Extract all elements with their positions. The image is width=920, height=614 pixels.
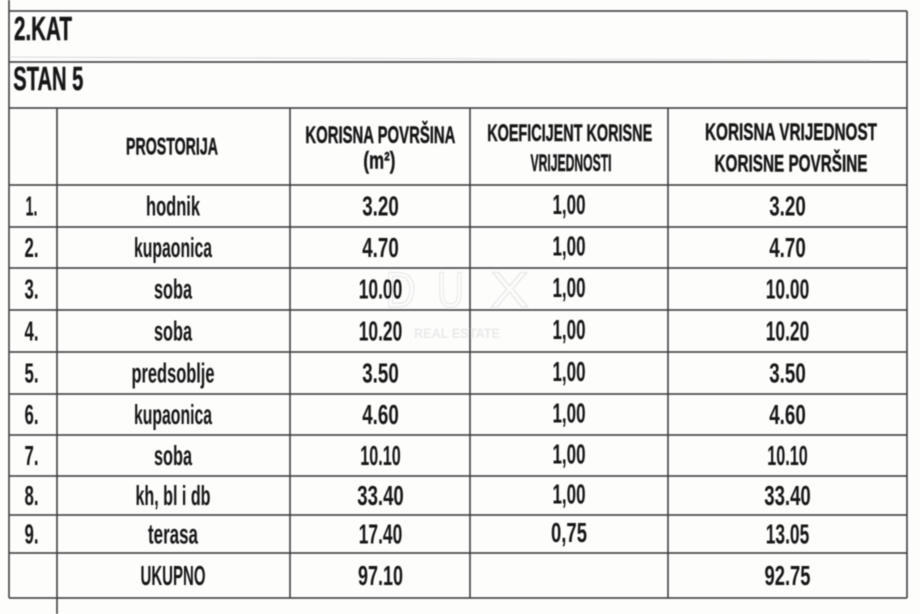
svg-text:5.: 5.	[25, 358, 39, 389]
svg-text:7.: 7.	[25, 440, 39, 471]
svg-text:1,00: 1,00	[553, 272, 586, 303]
svg-text:10.10: 10.10	[360, 440, 401, 471]
svg-text:1,00: 1,00	[553, 356, 586, 387]
svg-text:hodnik: hodnik	[146, 191, 200, 222]
svg-text:1,00: 1,00	[553, 314, 586, 345]
svg-text:soba: soba	[154, 274, 192, 305]
svg-text:3.20: 3.20	[362, 191, 399, 222]
svg-text:(m²): (m²)	[363, 148, 395, 175]
svg-text:1.: 1.	[26, 191, 38, 222]
svg-text:KORISNA POVRŠINA: KORISNA POVRŠINA	[305, 121, 455, 149]
svg-text:6.: 6.	[25, 399, 39, 430]
svg-text:predsoblje: predsoblje	[132, 358, 215, 389]
svg-text:1,00: 1,00	[553, 398, 586, 429]
svg-text:3.: 3.	[25, 274, 39, 305]
svg-text:kupaonica: kupaonica	[134, 232, 212, 263]
svg-text:3.50: 3.50	[769, 358, 806, 389]
svg-text:10.10: 10.10	[767, 440, 808, 471]
svg-text:D: D	[385, 262, 416, 318]
svg-text:1,00: 1,00	[553, 479, 586, 510]
svg-text:1,00: 1,00	[553, 439, 586, 470]
svg-text:4.60: 4.60	[362, 399, 399, 430]
svg-text:92.75: 92.75	[765, 560, 811, 591]
svg-text:3.20: 3.20	[769, 191, 806, 222]
svg-text:KOEFICIJENT KORISNE: KOEFICIJENT KORISNE	[487, 120, 652, 147]
svg-text:8.: 8.	[25, 480, 39, 511]
svg-text:1,00: 1,00	[553, 189, 586, 220]
svg-text:4.: 4.	[25, 316, 39, 347]
svg-text:1,00: 1,00	[553, 231, 586, 262]
svg-text:UKUPNO: UKUPNO	[141, 560, 206, 591]
svg-text:3.50: 3.50	[362, 358, 399, 389]
svg-text:STAN 5: STAN 5	[13, 60, 83, 97]
svg-text:33.40: 33.40	[764, 480, 811, 511]
svg-text:kupaonica: kupaonica	[134, 399, 212, 430]
svg-text:33.40: 33.40	[357, 480, 404, 511]
svg-text:10.20: 10.20	[766, 316, 810, 347]
svg-text:17.40: 17.40	[359, 519, 403, 550]
svg-text:97.10: 97.10	[358, 560, 403, 591]
svg-text:VRIJEDNOSTI: VRIJEDNOSTI	[531, 150, 612, 177]
svg-text:10.00: 10.00	[766, 274, 810, 305]
svg-text:4.70: 4.70	[769, 232, 806, 263]
svg-text:terasa: terasa	[148, 519, 198, 550]
svg-text:13.05: 13.05	[766, 519, 810, 550]
svg-text:kh, bl i db: kh, bl i db	[136, 480, 211, 511]
svg-text:KORISNA VRIJEDNOST: KORISNA VRIJEDNOST	[705, 119, 877, 146]
svg-text:10.20: 10.20	[359, 316, 403, 347]
svg-text:4.60: 4.60	[769, 399, 806, 430]
svg-text:soba: soba	[154, 316, 192, 347]
svg-text:9.: 9.	[25, 519, 39, 550]
svg-text:0,75: 0,75	[551, 517, 587, 548]
svg-text:X: X	[490, 262, 529, 318]
svg-text:REAL ESTATE: REAL ESTATE	[414, 325, 500, 341]
svg-text:soba: soba	[154, 440, 192, 471]
svg-text:10.00: 10.00	[359, 274, 403, 305]
svg-text:4.70: 4.70	[362, 232, 399, 263]
svg-text:U: U	[437, 262, 464, 318]
svg-text:2.: 2.	[25, 232, 39, 263]
svg-text:PROSTORIJA: PROSTORIJA	[126, 134, 218, 161]
svg-text:2.KAT: 2.KAT	[14, 10, 72, 47]
svg-text:KORISNE POVRŠINE: KORISNE POVRŠINE	[715, 150, 868, 178]
